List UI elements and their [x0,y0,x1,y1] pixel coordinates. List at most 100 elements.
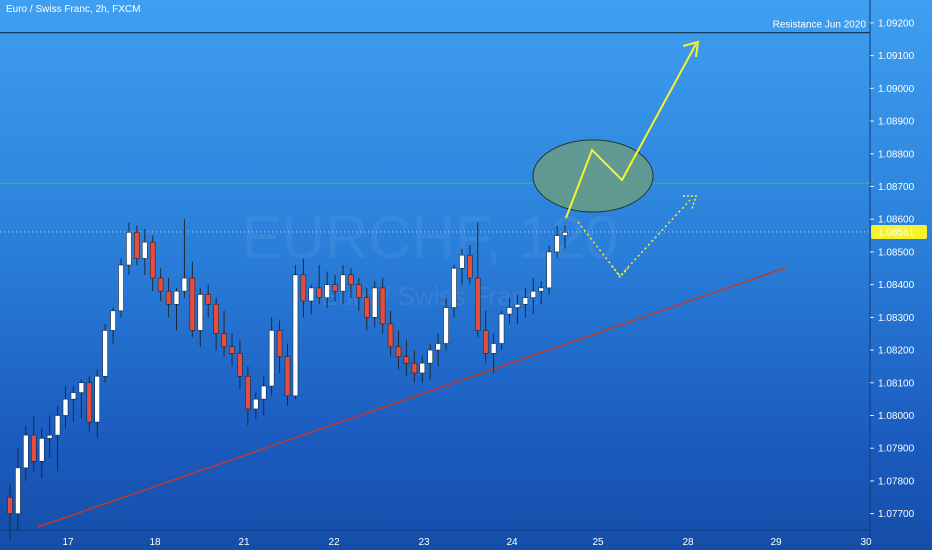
y-tick-label: 1.08300 [878,313,915,324]
candle-body [498,313,505,344]
candle [86,376,93,432]
candle [506,297,513,324]
y-tick-label: 1.08500 [878,247,915,258]
candle [46,415,53,459]
y-tick-label: 1.09200 [878,18,915,29]
candle [70,386,77,423]
candle-body [102,330,108,377]
candle-body [356,284,362,299]
candle-body [189,277,196,331]
candle-body [197,294,204,331]
candle [292,265,299,400]
candle-body [237,353,243,377]
candle-body [292,274,299,397]
x-tick-label: 28 [682,537,694,548]
candle-body [514,303,521,308]
candle [395,330,402,370]
candle-body [149,241,156,279]
candle-body [141,241,148,259]
candle-body [7,496,13,514]
candle-body [229,346,235,354]
candle-body [387,323,394,348]
watermark-name: Euro / Swiss Franc [321,281,539,311]
highlight-ellipse [532,139,654,213]
candle [62,386,69,429]
candle [221,310,227,357]
candle [490,333,497,373]
x-tick-label: 21 [238,537,250,548]
candle [284,343,291,406]
candle [498,310,505,351]
candle-body [70,392,77,400]
y-tick-label: 1.08200 [878,346,915,357]
candle [562,225,568,249]
candle-body [308,287,315,302]
candle-body [205,294,212,305]
candle [197,287,204,347]
candle [189,261,196,337]
candle-body [554,235,560,253]
candle-body [348,274,354,285]
candle-body [260,385,267,400]
support-trendline [37,267,786,528]
candle [435,333,441,367]
candle [387,310,394,357]
candle [411,350,418,383]
candle [181,219,188,298]
candle [260,376,267,416]
y-tick-label: 1.09100 [878,51,915,62]
candle-body [427,349,434,364]
candle-body [443,307,449,344]
candle [459,248,465,285]
candle-body [126,231,132,266]
candle [94,369,101,439]
candle [300,258,307,318]
candle-body [213,303,219,335]
candle [102,323,108,383]
candle [443,297,449,351]
candle-body [316,287,323,299]
y-tick-label: 1.08600 [878,215,915,226]
candle-body [157,277,164,292]
candle-body [62,398,69,416]
candle [245,366,251,426]
candle-body [435,343,441,351]
symbol-title: Euro / Swiss Franc, 2h, FXCM [6,4,141,15]
candle-body [324,284,330,299]
candle-body [110,310,116,331]
candle-body [23,434,29,469]
candle [316,265,323,305]
candle [78,379,85,419]
candle-body [268,330,275,387]
candle-body [395,346,402,357]
candle [467,245,473,285]
candle-body [134,231,140,259]
candle-body [181,277,188,292]
candle-body [522,297,529,305]
candle [157,268,164,301]
candle [308,284,315,315]
candle-body [15,467,21,514]
candle [15,448,21,530]
candle-body [94,375,101,423]
x-tick-label: 25 [592,537,604,548]
resistance-label: Resistance Jun 2020 [773,20,867,31]
candle [30,415,37,472]
candle-body [371,287,378,318]
y-tick-label: 1.07800 [878,476,915,487]
candle [482,310,489,364]
candle-body [403,356,410,364]
candle-body [78,382,85,393]
candle [371,281,378,328]
candle [173,287,180,331]
candle-body [173,290,180,305]
candle-body [474,277,481,331]
candle [348,268,354,298]
candle [332,274,338,301]
candle-body [419,362,426,374]
candle-body [411,362,418,374]
candle [141,229,148,275]
last-price-tag [871,224,927,239]
